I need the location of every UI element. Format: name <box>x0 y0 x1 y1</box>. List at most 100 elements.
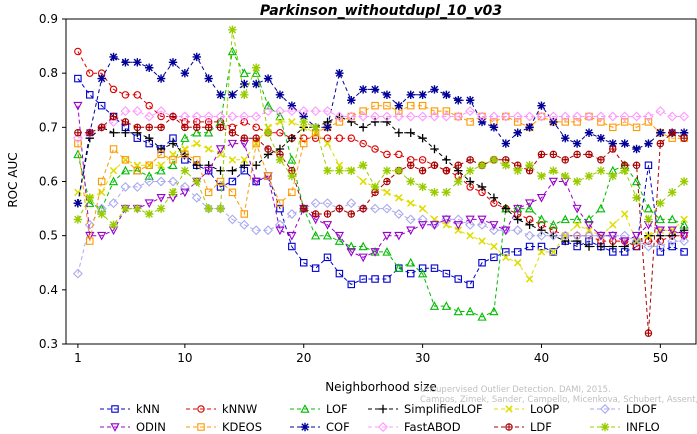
point-ldof <box>524 230 535 241</box>
point-odin <box>524 199 535 209</box>
point-cof <box>406 90 415 100</box>
point-lof <box>334 236 345 245</box>
point-ldf <box>597 156 605 164</box>
point-odin <box>73 101 83 111</box>
point-knnw <box>299 134 308 142</box>
point-fastabod <box>548 111 559 122</box>
point-fastabod <box>215 111 226 122</box>
point-lof <box>406 257 416 267</box>
point-kdeos <box>121 156 130 164</box>
point-ldof <box>453 214 464 225</box>
point-simplifiedlof <box>477 182 487 192</box>
point-kdeos <box>276 199 284 207</box>
point-knn <box>454 275 463 283</box>
point-simplifiedlof <box>287 133 297 143</box>
point-knnw <box>145 101 153 110</box>
point-kdeos <box>573 118 581 126</box>
point-ldf <box>632 161 641 169</box>
point-ldof <box>322 198 333 209</box>
point-cof <box>204 74 213 83</box>
point-knn <box>478 258 486 267</box>
point-inflo <box>358 161 368 170</box>
point-ldf <box>442 166 451 175</box>
x-tick-label: 20 <box>296 351 311 365</box>
point-knn <box>276 204 284 213</box>
point-knn <box>323 253 332 262</box>
point-fastabod <box>512 111 523 122</box>
point-inflo <box>418 182 427 192</box>
point-simplifiedlof <box>489 193 499 202</box>
legend-item-ldof: LDOF <box>590 402 657 416</box>
point-inflo <box>430 188 439 197</box>
point-fastabod <box>346 111 357 122</box>
point-inflo <box>406 177 415 186</box>
point-knn <box>502 248 510 256</box>
point-kdeos <box>299 139 308 148</box>
point-lof <box>536 214 547 224</box>
point-odin <box>631 231 642 241</box>
legend-label-knnw: kNNW <box>222 402 257 416</box>
point-simplifiedlof <box>228 166 237 175</box>
point-odin <box>204 166 214 176</box>
point-inflo <box>442 188 451 197</box>
legend-item-knn: kNN <box>100 402 160 416</box>
point-cof <box>180 68 190 78</box>
point-inflo <box>382 166 392 175</box>
point-loop <box>228 156 237 164</box>
point-odin <box>501 226 511 236</box>
point-lof <box>584 214 594 224</box>
point-knn <box>288 242 296 251</box>
point-fastabod <box>584 111 594 122</box>
point-ldf <box>573 150 581 159</box>
point-kdeos <box>193 156 201 164</box>
point-odin <box>215 145 226 154</box>
point-knn <box>537 242 546 251</box>
point-ldf <box>252 134 260 142</box>
point-ldf <box>359 204 367 213</box>
point-knnw <box>133 91 142 99</box>
x-tick-label: 30 <box>415 351 430 365</box>
point-knn <box>513 248 522 256</box>
series-line-ldof <box>77 181 685 274</box>
point-fastabod <box>322 106 333 117</box>
point-loop <box>656 226 665 234</box>
point-ldof <box>168 176 178 187</box>
point-odin <box>287 231 297 241</box>
point-inflo <box>145 209 154 219</box>
point-simplifiedlof <box>584 242 594 251</box>
point-lof <box>144 171 154 180</box>
point-cof <box>133 58 142 67</box>
point-cof <box>145 63 154 72</box>
point-cof <box>335 68 344 78</box>
legend: kNN kNNW LOF SimplifiedLOF LoOP LDOF ODIN KDEOS… <box>100 402 660 434</box>
point-loop <box>549 248 558 256</box>
series-ldf <box>74 112 688 337</box>
point-odin <box>584 221 594 230</box>
y-axis-label: ROC AUC <box>6 152 20 207</box>
point-ldf <box>466 156 474 164</box>
point-ldof <box>405 214 416 225</box>
point-knn <box>228 177 237 186</box>
point-fastabod <box>179 111 190 122</box>
point-fastabod <box>108 116 119 127</box>
legend-marker-inflo <box>600 422 610 432</box>
point-knn <box>335 269 344 278</box>
point-odin <box>370 248 380 257</box>
legend-marker-simplifiedlof <box>378 404 388 414</box>
point-loop <box>537 248 546 256</box>
point-simplifiedlof <box>537 226 546 235</box>
point-ldf <box>133 123 142 132</box>
point-simplifiedlof <box>442 155 451 165</box>
point-fastabod <box>274 106 285 117</box>
point-inflo <box>454 177 463 186</box>
point-loop <box>276 118 284 126</box>
point-fastabod <box>358 111 369 122</box>
point-cof <box>192 52 201 62</box>
point-simplifiedlof <box>513 215 522 224</box>
point-kdeos <box>466 118 474 126</box>
point-fastabod <box>524 111 535 122</box>
point-ldof <box>144 176 155 187</box>
legend-marker-lof <box>300 404 310 413</box>
point-inflo <box>287 171 297 181</box>
